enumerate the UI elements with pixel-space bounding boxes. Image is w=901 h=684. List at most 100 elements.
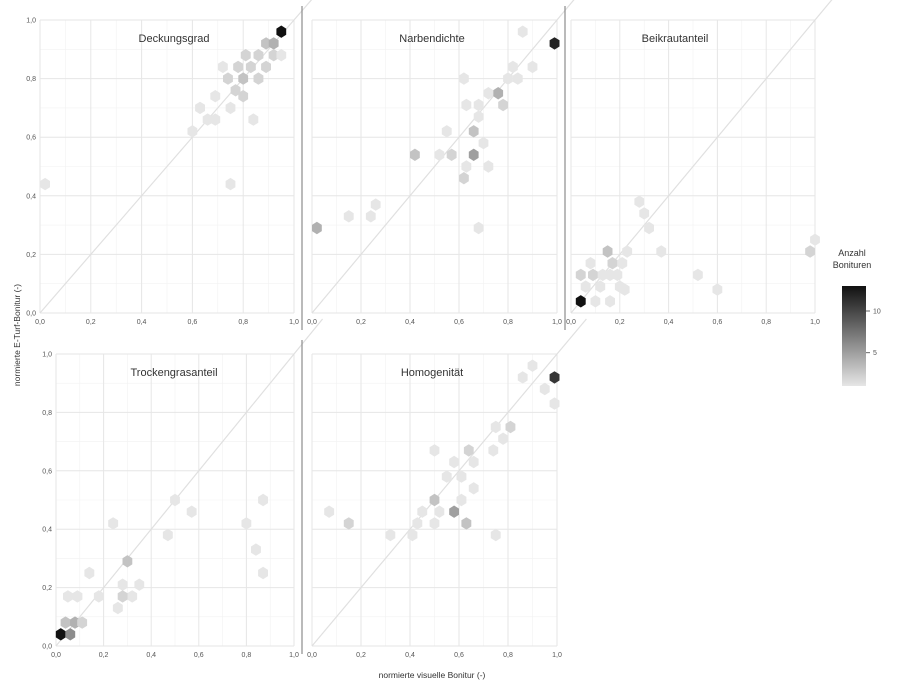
hexbin-cell xyxy=(612,268,623,282)
x-tick-label: 0,0 xyxy=(51,652,61,659)
reference-line xyxy=(311,318,587,647)
hexbin-cell xyxy=(468,148,479,161)
hexbin-cell xyxy=(461,160,472,173)
hexbin-cell xyxy=(503,72,513,85)
hexbin-cell xyxy=(449,455,459,469)
hexbin-cell xyxy=(656,245,667,258)
hexbin-cell xyxy=(434,505,445,518)
hexbin-cell xyxy=(248,113,259,126)
x-tick-label: 0,4 xyxy=(664,319,674,326)
hexbin-cell xyxy=(478,136,489,150)
hexbin-cell xyxy=(505,420,516,434)
hexbin-cell xyxy=(253,72,264,85)
hexbin-cell xyxy=(429,493,440,507)
panel-2: 0,0 0,2 0,4 0,6 0,8 1,0 Narbendichte xyxy=(307,0,575,326)
hexbin-cell xyxy=(261,60,271,74)
hexbin-cell xyxy=(238,72,249,85)
hexbin-cell xyxy=(134,578,145,591)
hexbin-cell xyxy=(77,616,88,629)
x-tick-label: 0,0 xyxy=(307,652,317,659)
reference-line xyxy=(39,0,313,314)
hexbin-cell xyxy=(517,371,528,384)
hexbin-cell xyxy=(617,257,628,270)
hexbin-cell xyxy=(483,87,494,100)
hexbin-cell xyxy=(473,110,484,123)
hexbin-cell xyxy=(251,543,261,556)
hexbin-cell xyxy=(634,195,645,208)
y-axis-title: normierte E-Turf-Bonitur (-) xyxy=(12,284,22,386)
x-tick-label: 0,8 xyxy=(242,652,252,659)
hexbin-cell xyxy=(434,148,445,161)
y-tick-label: 1,0 xyxy=(42,352,52,359)
hexbin-cell xyxy=(55,628,66,641)
hexbin-cell xyxy=(238,90,249,103)
hexbin-cell xyxy=(276,25,287,38)
hexbin-cell xyxy=(512,72,523,85)
hexbin-cell xyxy=(473,98,484,112)
x-tick-label: 0,2 xyxy=(86,319,96,326)
hexbin-cell xyxy=(483,160,494,173)
hexbin-cell xyxy=(370,198,381,211)
y-tick-label: 0,2 xyxy=(42,585,52,592)
hexbin-cell xyxy=(122,555,133,568)
hexbin-cell xyxy=(468,482,479,495)
hexbin-cell xyxy=(407,528,418,542)
x-tick-label: 0,4 xyxy=(405,652,415,659)
x-tick-label: 0,2 xyxy=(99,652,109,659)
hexbin-cell xyxy=(240,49,251,62)
hexbin-cell xyxy=(456,470,467,483)
hexbin-cell xyxy=(410,148,420,161)
x-tick-label: 1,0 xyxy=(552,652,562,659)
x-tick-label: 0,8 xyxy=(761,319,771,326)
x-tick-label: 0,6 xyxy=(713,319,723,326)
x-tick-label: 1,0 xyxy=(289,652,299,659)
hexbin-cell xyxy=(508,60,518,74)
hexbin-cell xyxy=(84,566,95,580)
hexbin-cell xyxy=(187,125,198,138)
hexbin-cell xyxy=(595,280,606,293)
hexbin-cell xyxy=(441,125,452,138)
panel-title: Narbendichte xyxy=(399,33,464,45)
hexbin-cell xyxy=(517,25,528,38)
hexbin-cell xyxy=(490,420,501,434)
hexbin-cell xyxy=(268,49,279,62)
hexbin-cell xyxy=(590,295,601,308)
hexbin-cell xyxy=(527,60,538,74)
hexbin-cell xyxy=(639,207,650,220)
panel-title: Beikrautanteil xyxy=(642,33,709,45)
hexbin-cell xyxy=(225,101,236,115)
hexbin-cell xyxy=(549,371,560,384)
hexbin-cell xyxy=(233,60,244,74)
reference-line xyxy=(570,0,833,314)
hexbin-cell xyxy=(692,268,703,282)
hexbin-cell xyxy=(602,245,613,258)
hexbin-cell xyxy=(210,90,221,103)
hexbin-cell xyxy=(312,221,322,235)
y-tick-label: 0,8 xyxy=(26,76,36,83)
panel-title: Homogenität xyxy=(401,367,463,379)
hexbin-cell xyxy=(65,628,76,641)
x-tick-label: 0,0 xyxy=(307,319,317,326)
legend-title-line1: Anzahl xyxy=(838,248,866,258)
x-tick-label: 0,6 xyxy=(188,319,198,326)
hexbin-cell xyxy=(488,444,499,457)
hexbin-cell xyxy=(446,148,457,161)
y-tick-label: 0,8 xyxy=(42,410,52,417)
hexbin-cell xyxy=(127,590,138,603)
hexbin-cell xyxy=(805,245,816,258)
hexbin-cell xyxy=(412,517,423,530)
hexbin-cell xyxy=(463,444,474,457)
hexbin-cell xyxy=(607,257,618,270)
hexbin-cell xyxy=(585,257,596,270)
hexbin-cell xyxy=(459,72,469,85)
y-tick-label: 0,6 xyxy=(26,135,36,142)
hexbin-cell xyxy=(468,125,479,138)
hexbin-cell xyxy=(461,98,472,112)
x-tick-label: 0,2 xyxy=(356,652,366,659)
x-tick-label: 0,6 xyxy=(454,319,464,326)
x-tick-label: 0,4 xyxy=(137,319,147,326)
hexbin-cell xyxy=(459,172,469,185)
x-tick-label: 0,8 xyxy=(238,319,248,326)
hexbin-cell xyxy=(575,268,586,282)
panel-title: Deckungsgrad xyxy=(139,33,210,45)
